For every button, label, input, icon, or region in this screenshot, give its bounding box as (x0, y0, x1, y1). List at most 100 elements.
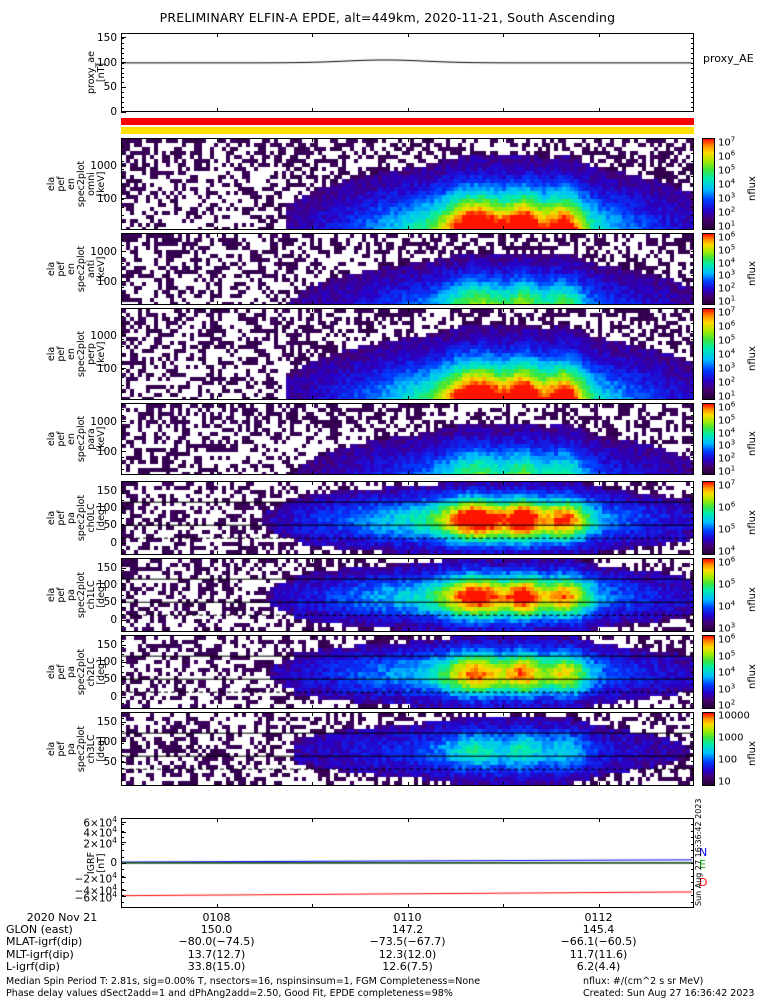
proxy-ae-panel (121, 33, 694, 112)
y-axis-tick: 0 (110, 614, 117, 627)
colorbar-tick: 105 (718, 522, 736, 536)
y-axis-minor-tick (121, 354, 124, 355)
y-axis-minor-tick (691, 102, 694, 104)
x-axis-tick-mark (312, 301, 313, 305)
y-axis-minor-tick (121, 570, 124, 572)
y-axis-minor-tick (691, 702, 694, 704)
y-axis-minor-tick (691, 82, 694, 84)
y-axis-minor-tick (121, 293, 124, 294)
colorbar (702, 233, 715, 305)
y-axis-minor-tick (691, 293, 694, 294)
x-axis-tick-mark (407, 396, 409, 400)
table-row-label: L-igrf(dip) (6, 960, 60, 974)
energy-spectrogram-panel (121, 138, 694, 230)
y-axis-minor-tick (121, 463, 124, 464)
x-axis-tick-mark (312, 108, 313, 112)
x-axis-tick-mark (216, 628, 218, 632)
y-axis-minor-tick (121, 269, 124, 270)
y-axis-minor-tick (691, 257, 694, 258)
y-axis-minor-tick (691, 409, 694, 410)
y-axis-minor-tick (691, 863, 694, 864)
y-axis-minor-tick (121, 601, 124, 603)
y-axis-label-line: [keV] (96, 256, 107, 282)
colorbar-tick: 103 (718, 191, 736, 205)
y-axis-tick-mark (121, 889, 126, 891)
x-axis-tick-mark (407, 226, 409, 230)
colorbar-tick: 101 (718, 389, 736, 403)
colorbar-tick: 102 (718, 281, 736, 295)
y-axis-tick: 150 (96, 716, 117, 729)
x-axis-tick-mark (598, 782, 600, 786)
colorbar-tick: 104 (718, 255, 736, 270)
y-axis-minor-tick (121, 245, 124, 246)
colorbar-tick-labels: 10000 1000 100 10 (718, 711, 762, 788)
y-axis-minor-tick (121, 257, 124, 258)
y-axis-minor-tick (121, 421, 124, 422)
x-axis-tick-mark (598, 904, 600, 908)
colorbar-tick: 105 (718, 163, 736, 177)
y-axis-minor-tick (691, 451, 694, 452)
y-axis-minor-tick (691, 439, 694, 440)
y-axis-minor-tick (691, 505, 694, 507)
page-title: PRELIMINARY ELFIN-A EPDE, alt=449km, 202… (159, 10, 616, 25)
y-axis-minor-tick (691, 361, 694, 363)
x-axis-tick-mark (503, 481, 504, 485)
y-axis-minor-tick (691, 168, 694, 170)
y-axis-minor-tick (121, 595, 124, 596)
y-axis-tick: 100 (96, 275, 117, 288)
y-axis-minor-tick (121, 749, 124, 750)
y-axis-minor-tick (691, 625, 694, 627)
y-axis-tick: 150 (96, 485, 117, 498)
y-axis-minor-tick (691, 214, 694, 216)
y-axis-minor-tick (691, 536, 694, 538)
y-axis-minor-tick (121, 895, 124, 897)
y-axis-tick-mark (121, 831, 126, 833)
y-axis-minor-tick (121, 433, 124, 434)
y-axis-minor-tick (691, 469, 694, 470)
x-axis-tick-mark (503, 705, 504, 709)
y-axis-minor-tick (691, 901, 694, 903)
x-axis-tick-mark (216, 705, 218, 709)
y-axis-minor-tick (121, 505, 124, 507)
x-axis-tick-mark (312, 481, 313, 485)
y-axis-minor-tick (121, 145, 124, 147)
x-axis-tick-mark (598, 635, 600, 639)
x-axis-tick-mark (598, 551, 600, 555)
x-axis-tick-mark (503, 108, 504, 112)
table-cell: 145.4 (582, 923, 615, 936)
x-axis-tick-mark (216, 471, 218, 475)
colorbar-title: nflux (747, 261, 758, 286)
y-axis-minor-tick (691, 493, 694, 495)
x-axis-tick-mark (503, 33, 504, 37)
x-axis-tick-mark (407, 628, 409, 632)
y-axis-minor-tick (121, 588, 124, 590)
x-axis-tick-mark (216, 226, 218, 230)
x-axis-tick-mark (216, 635, 218, 639)
y-axis-minor-tick (121, 37, 124, 39)
x-axis-tick-mark (216, 904, 218, 908)
y-axis-label: proxy_ae [nT] (86, 33, 107, 112)
colorbar-title: nflux (747, 741, 758, 766)
y-axis-minor-tick (121, 882, 124, 884)
y-axis-tick: 100 (96, 656, 117, 669)
y-axis-tick: 50 (103, 596, 117, 609)
colorbar-tick: 101 (718, 219, 736, 233)
y-axis-minor-tick (691, 487, 694, 489)
table-row-label: MLAT-igrf(dip) (6, 935, 83, 949)
y-axis-minor-tick (691, 824, 694, 826)
y-axis-minor-tick (121, 576, 124, 578)
x-axis-tick-mark (407, 904, 409, 908)
x-axis-tick-mark (216, 558, 218, 562)
y-axis-minor-tick (691, 690, 694, 692)
y-axis-minor-tick (691, 524, 694, 526)
x-axis-tick-label: 0108 (202, 911, 231, 924)
y-axis-minor-tick (121, 445, 124, 446)
x-axis-tick-mark (312, 558, 313, 562)
y-axis-tick-mark (121, 877, 126, 879)
y-axis-minor-tick (121, 57, 124, 59)
y-axis-minor-tick (121, 361, 124, 363)
y-axis-minor-tick (121, 742, 124, 744)
footer-left: Median Spin Period T: 2.81s, sig=0.00% T… (6, 976, 481, 999)
y-axis-minor-tick (691, 299, 694, 300)
y-axis-minor-tick (121, 690, 124, 692)
